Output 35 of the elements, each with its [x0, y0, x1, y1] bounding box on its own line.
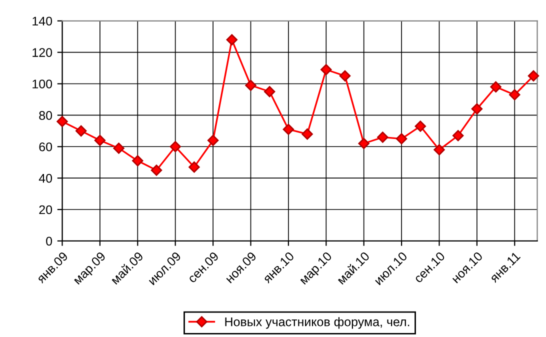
point	[471, 103, 483, 115]
point	[170, 141, 181, 152]
y-tick-label: 0	[46, 236, 52, 246]
point	[320, 64, 332, 76]
point	[150, 164, 162, 176]
point	[414, 120, 426, 132]
point	[245, 80, 256, 91]
point	[302, 128, 313, 140]
point	[226, 34, 238, 46]
point	[396, 133, 408, 144]
point	[75, 125, 87, 137]
point	[528, 70, 540, 82]
y-tick-label: 20	[39, 205, 52, 214]
point	[358, 138, 370, 150]
point	[264, 86, 276, 98]
y-tick-label: 80	[39, 111, 52, 120]
point	[490, 81, 502, 93]
y-tick-label: 100	[32, 80, 52, 88]
legend-label: Новых участников форума, чел.	[225, 317, 410, 329]
point	[113, 142, 124, 154]
y-tick-label: 140	[32, 16, 52, 26]
point	[434, 144, 445, 156]
y-tick-label: 60	[39, 142, 52, 152]
point	[339, 70, 351, 82]
point	[452, 130, 464, 142]
point	[377, 132, 388, 143]
point	[94, 134, 106, 146]
point	[509, 89, 520, 100]
point	[188, 161, 200, 173]
y-tick-label: 40	[38, 174, 52, 183]
point	[56, 116, 68, 128]
point	[207, 134, 219, 146]
y-tick-label: 120	[32, 48, 52, 57]
point	[282, 124, 294, 135]
point	[132, 155, 144, 166]
